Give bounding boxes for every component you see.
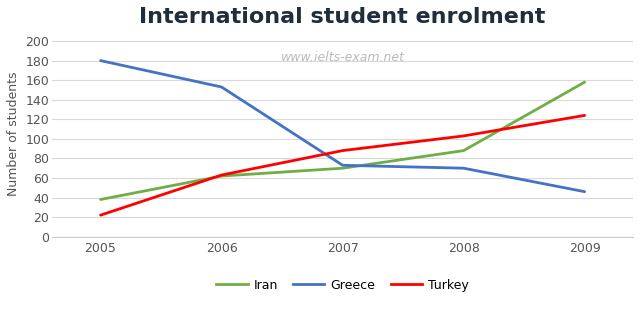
Iran [460, 149, 467, 153]
Greece [460, 166, 467, 170]
Turkey [581, 113, 589, 117]
Greece [581, 190, 589, 194]
Text: www.ielts-exam.net: www.ielts-exam.net [280, 52, 404, 64]
Turkey [339, 149, 346, 153]
Y-axis label: Number of students: Number of students [7, 72, 20, 196]
Title: International student enrolment: International student enrolment [140, 7, 546, 27]
Line: Turkey: Turkey [100, 115, 585, 215]
Greece [218, 85, 225, 89]
Greece [339, 163, 346, 167]
Turkey [218, 173, 225, 177]
Line: Iran: Iran [100, 82, 585, 200]
Legend: Iran, Greece, Turkey: Iran, Greece, Turkey [211, 274, 474, 297]
Greece [97, 59, 104, 63]
Iran [97, 198, 104, 202]
Turkey [97, 213, 104, 217]
Iran [218, 174, 225, 178]
Line: Greece: Greece [100, 61, 585, 192]
Iran [339, 166, 346, 170]
Turkey [460, 134, 467, 138]
Iran [581, 80, 589, 84]
